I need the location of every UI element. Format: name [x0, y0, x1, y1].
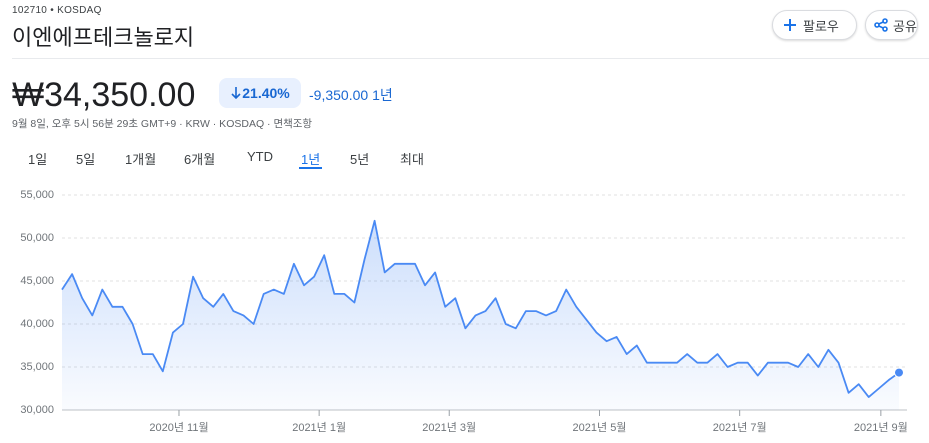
x-tick-label: 2021년 1월 — [292, 421, 346, 434]
price-line — [61, 219, 900, 398]
y-tick-label: 35,000 — [20, 361, 54, 373]
change: -9,350.00 1년 — [309, 85, 393, 105]
price: ₩34,350.00 — [12, 76, 196, 114]
change-period: 1년 — [372, 87, 393, 103]
range-tab[interactable]: 6개월 — [184, 152, 216, 167]
range-tab[interactable]: 1일 — [28, 152, 48, 167]
range-tab[interactable]: 1개월 — [125, 152, 157, 167]
y-tick-label: 50,000 — [20, 232, 54, 244]
follow-label: 팔로우 — [803, 18, 839, 34]
range-tab[interactable]: YTD — [247, 149, 273, 164]
divider — [12, 58, 929, 59]
ticker: 102710 • KOSDAQ — [12, 5, 102, 16]
range-tab[interactable]: 5일 — [76, 152, 96, 167]
x-tick-label: 2021년 5월 — [573, 421, 627, 434]
share-label: 공유 — [893, 18, 917, 34]
share-icon — [874, 18, 888, 32]
range-tab[interactable]: 최대 — [400, 152, 424, 167]
y-tick-label: 30,000 — [20, 404, 54, 416]
change-value: -9,350.00 — [309, 87, 369, 103]
tab-underline — [299, 167, 322, 169]
y-tick-label: 55,000 — [20, 189, 54, 201]
range-tab[interactable]: 5년 — [350, 152, 370, 167]
y-tick-label: 40,000 — [20, 318, 54, 330]
plus-icon — [784, 19, 796, 31]
timestamp: 9월 8일, 오후 5시 56분 29초 GMT+9 · KRW · KOSDA… — [12, 118, 313, 130]
x-tick-label: 2021년 7월 — [713, 421, 767, 434]
change-percent: 21.40% — [242, 85, 290, 101]
share-button[interactable]: 공유 — [865, 10, 918, 40]
x-tick-label: 2020년 11월 — [149, 421, 208, 434]
change-badge: 21.40% — [219, 78, 301, 108]
stock-title: 이엔에프테크놀로지 — [12, 25, 195, 50]
down-arrow — [231, 87, 241, 100]
area — [62, 220, 899, 410]
x-tick-label: 2021년 3월 — [422, 421, 476, 434]
range-tab[interactable]: 1년 — [301, 152, 321, 167]
y-tick-label: 45,000 — [20, 275, 54, 287]
x-tick-label: 2021년 9월 — [854, 421, 908, 434]
end-dot — [894, 367, 904, 378]
follow-button[interactable]: 팔로우 — [772, 10, 857, 40]
